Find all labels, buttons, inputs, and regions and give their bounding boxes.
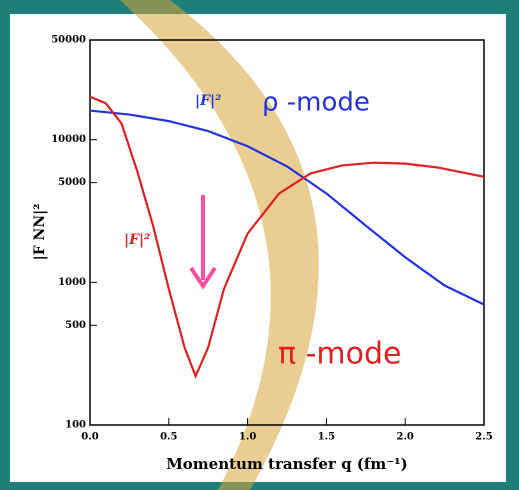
y-tick-label: 50000 xyxy=(51,35,86,46)
x-tick-label: 1.0 xyxy=(239,432,256,443)
y-tick-label: 5000 xyxy=(58,177,86,188)
line-series xyxy=(89,95,485,380)
x-tick-label: 0.5 xyxy=(160,432,177,443)
y-tick-label: 100 xyxy=(65,420,86,431)
y-axis-label: |F NN|² xyxy=(32,204,48,261)
x-tick-label: 2.0 xyxy=(396,432,413,443)
series-label: ρ -mode xyxy=(262,88,370,118)
annotation: |F|² xyxy=(195,93,221,109)
line-series xyxy=(89,109,485,306)
annotation: |F|² xyxy=(124,232,150,248)
y-tick-label: 1000 xyxy=(58,277,86,288)
x-axis-label: Momentum transfer q (fm⁻¹) xyxy=(166,455,408,473)
y-tick-label: 500 xyxy=(65,320,86,331)
series-label: π -mode xyxy=(278,337,402,372)
y-tick-label: 10000 xyxy=(51,134,86,145)
decorative-arc xyxy=(120,0,319,490)
x-tick-label: 2.5 xyxy=(475,432,492,443)
x-tick-label: 0.0 xyxy=(81,432,98,443)
plot-frame xyxy=(89,39,485,426)
arrow-head xyxy=(189,266,217,290)
x-tick-label: 1.5 xyxy=(318,432,335,443)
